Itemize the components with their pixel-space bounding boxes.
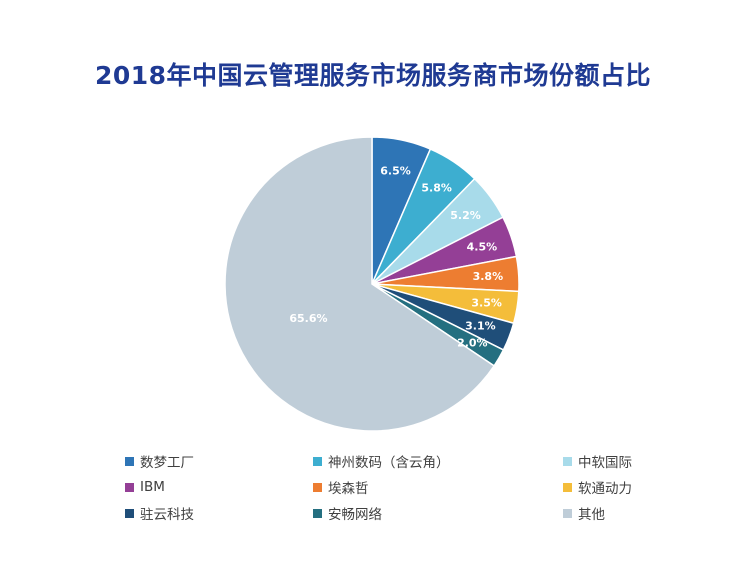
legend-label: 埃森哲 bbox=[328, 481, 369, 497]
legend-label: 神州数码（含云角） bbox=[328, 455, 450, 471]
data-label-6: 3.5% bbox=[471, 297, 502, 310]
legend-swatch bbox=[563, 456, 572, 466]
legend-label: 其他 bbox=[578, 507, 605, 523]
legend-swatch bbox=[125, 482, 134, 492]
legend-item-4: IBM bbox=[125, 478, 313, 496]
legend: 数梦工厂 神州数码（含云角） 中软国际 IBM 埃森哲 软通动力驻云科技 安畅网络 其他 bbox=[125, 452, 685, 523]
legend-label: 数梦工厂 bbox=[140, 455, 194, 471]
data-label-3: 5.2% bbox=[450, 209, 481, 222]
legend-swatch bbox=[563, 482, 572, 492]
legend-item-1: 数梦工厂 bbox=[125, 452, 313, 471]
legend-swatch bbox=[313, 508, 322, 518]
legend-item-6: 软通动力 bbox=[563, 478, 693, 497]
legend-swatch bbox=[313, 456, 322, 466]
data-label-7: 3.1% bbox=[465, 320, 496, 333]
legend-item-8: 安畅网络 bbox=[313, 504, 563, 523]
data-label-8: 2.0% bbox=[457, 336, 488, 349]
legend-item-5: 埃森哲 bbox=[313, 478, 563, 497]
chart-title: 2018年中国云管理服务市场服务商市场份额占比 bbox=[94, 61, 652, 90]
pie-data-labels: 6.5% 5.8% 5.2% 4.5% 3.8% 3.5% 3.1% 2.0% 65.6% bbox=[289, 164, 503, 349]
legend-item-7: 驻云科技 bbox=[125, 504, 313, 523]
legend-swatch bbox=[563, 508, 572, 518]
legend-item-9: 其他 bbox=[563, 504, 693, 523]
data-label-1: 6.5% bbox=[380, 164, 411, 177]
legend-item-3: 中软国际 bbox=[563, 452, 693, 471]
legend-label: 软通动力 bbox=[578, 481, 632, 497]
data-label-2: 5.8% bbox=[421, 182, 452, 195]
legend-label: 中软国际 bbox=[578, 455, 632, 471]
legend-label: 安畅网络 bbox=[328, 507, 382, 523]
data-label-4: 4.5% bbox=[467, 240, 498, 253]
pie-slice-9 bbox=[224, 136, 496, 432]
data-label-9: 65.6% bbox=[289, 312, 327, 325]
pie-slices bbox=[224, 136, 520, 432]
legend-swatch bbox=[313, 482, 322, 492]
legend-label: IBM bbox=[140, 479, 165, 495]
legend-label: 驻云科技 bbox=[140, 507, 194, 523]
data-label-5: 3.8% bbox=[473, 270, 504, 283]
legend-swatch bbox=[125, 508, 134, 518]
legend-swatch bbox=[125, 456, 134, 466]
legend-item-2: 神州数码（含云角） bbox=[313, 452, 563, 471]
